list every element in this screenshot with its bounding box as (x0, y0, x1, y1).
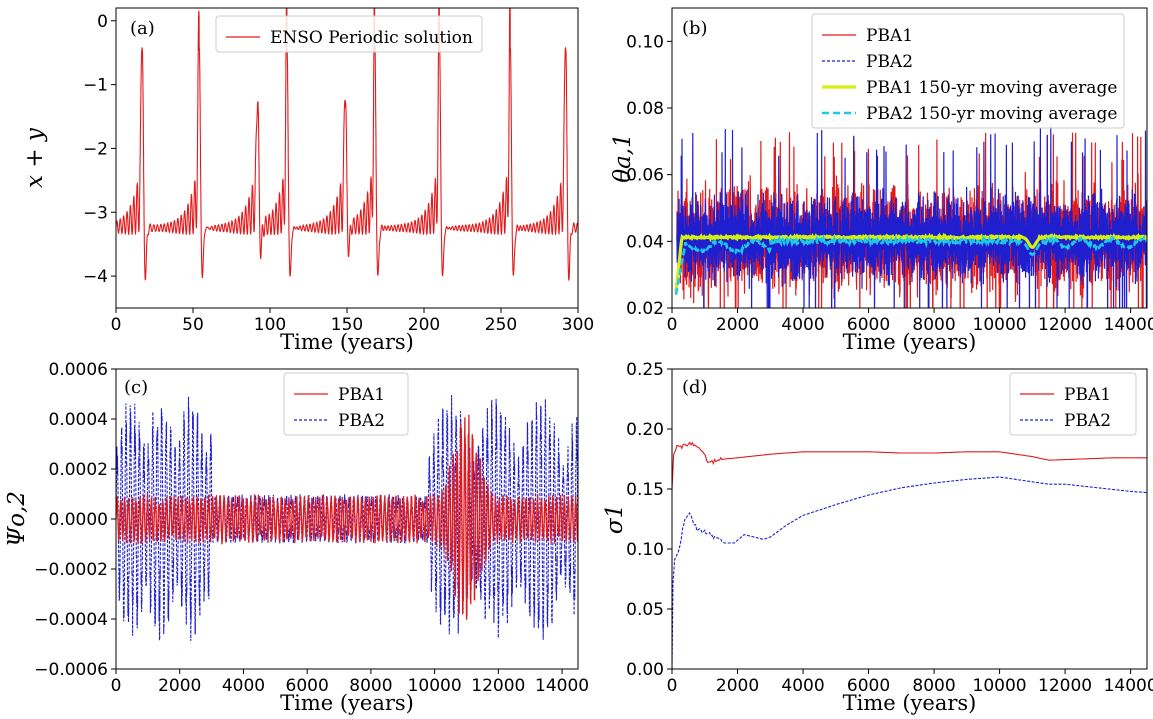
x-axis-label: Time (years) (280, 691, 414, 715)
y-axis-label: θa,1 (610, 133, 636, 183)
y-axis-label: Ψo,2 (4, 491, 30, 547)
y-tick-label: 0.0002 (49, 460, 108, 480)
x-tick-label: 10000 (408, 676, 462, 696)
x-tick-label: 6000 (847, 676, 890, 696)
panel-0: 0 50 100 150 200 250 300 −4 −3 −2 −1 0 Time (years) (… (22, 7, 594, 354)
plot-frame (671, 368, 1148, 670)
x-tick-label: 100 (254, 315, 286, 335)
y-tick-label: −0.0006 (34, 660, 108, 680)
y-tick-label: 0.02 (626, 299, 664, 319)
y-tick-label: 0.20 (626, 420, 664, 440)
legend-label: PBA2 150-yr moving average (866, 104, 1117, 124)
plot-area (672, 441, 1147, 669)
x-tick-label: 14000 (1104, 315, 1153, 335)
x-tick-label: 200 (408, 315, 440, 335)
plot-frame (671, 7, 1148, 309)
x-tick-label: 10000 (973, 676, 1027, 696)
y-tick-label: 0.05 (626, 600, 664, 620)
plot-area (116, 8, 578, 281)
x-tick-label: 50 (182, 315, 204, 335)
series-line (674, 233, 1147, 295)
panel-label: (b) (682, 18, 708, 39)
y-tick-label: −1 (83, 76, 108, 96)
panel-1: 0 2000 4000 6000 8000 10000 12000 14000 0.02 0.04… (610, 7, 1153, 354)
x-tick-label: 300 (562, 315, 594, 335)
x-tick-label: 12000 (471, 676, 525, 696)
x-tick-label: 0 (111, 676, 122, 696)
y-tick-label: −3 (83, 203, 108, 223)
x-tick-label: 12000 (1038, 315, 1092, 335)
y-tick-label: 0 (97, 12, 108, 32)
x-tick-label: 2000 (716, 315, 759, 335)
legend-box (811, 13, 1125, 129)
y-tick-label: 0.25 (626, 360, 664, 380)
x-tick-label: 250 (485, 315, 517, 335)
legend-label: PBA2 (1064, 411, 1111, 431)
legend-box (215, 15, 483, 53)
y-axis-label: σ1 (602, 504, 628, 534)
legend-label: PBA2 (866, 52, 913, 72)
series-line (676, 125, 1147, 308)
x-tick-label: 6000 (286, 676, 329, 696)
x-tick-label: 8000 (912, 676, 955, 696)
legend-label: PBA1 150-yr moving average (866, 78, 1117, 98)
x-tick-label: 8000 (349, 676, 392, 696)
x-tick-label: 14000 (1104, 676, 1153, 696)
plot-area (116, 395, 578, 641)
y-tick-label: 0.04 (626, 232, 664, 252)
x-tick-label: 2000 (158, 676, 201, 696)
series-line (672, 476, 1147, 669)
x-tick-label: 2000 (716, 676, 759, 696)
x-axis-label: Time (years) (843, 330, 977, 354)
x-tick-label: 0 (667, 676, 678, 696)
x-tick-label: 10000 (973, 315, 1027, 335)
series-line (116, 8, 578, 281)
y-tick-label: 0.00 (626, 660, 664, 680)
y-tick-label: −4 (83, 267, 108, 287)
y-tick-label: 0.0004 (49, 410, 108, 430)
series-line (672, 441, 1147, 490)
panel-3: 0 2000 4000 6000 8000 10000 12000 14000 0.00 0.05… (602, 360, 1153, 715)
plot-frame (115, 368, 579, 670)
x-tick-label: 8000 (912, 315, 955, 335)
x-tick-label: 12000 (1038, 676, 1092, 696)
legend-label: ENSO Periodic solution (270, 28, 473, 48)
x-tick-label: 4000 (222, 676, 265, 696)
legend-label: PBA2 (338, 411, 385, 431)
plot-frame (115, 7, 579, 309)
x-tick-label: 4000 (781, 315, 824, 335)
plot-area (674, 125, 1147, 308)
legend-label: PBA1 (338, 385, 385, 405)
panel-label: (c) (124, 377, 148, 398)
x-tick-label: 6000 (847, 315, 890, 335)
y-axis-label: x + y (22, 127, 48, 188)
series-line (116, 414, 578, 620)
panel-2: 0 2000 4000 6000 8000 10000 12000 14000 −0.0006 −… (4, 360, 589, 715)
panel-label: (a) (130, 18, 155, 39)
y-tick-label: 0.08 (626, 99, 664, 119)
x-tick-label: 14000 (535, 676, 589, 696)
panel-label: (d) (682, 377, 708, 398)
y-tick-label: −0.0002 (34, 560, 108, 580)
x-tick-label: 0 (111, 315, 122, 335)
y-tick-label: 0.0000 (49, 510, 108, 530)
x-tick-label: 0 (667, 315, 678, 335)
legend-label: PBA1 (1064, 385, 1111, 405)
y-tick-label: −0.0004 (34, 610, 108, 630)
y-tick-label: 0.15 (626, 480, 664, 500)
x-axis-label: Time (years) (843, 691, 977, 715)
x-axis-label: Time (years) (280, 330, 414, 354)
y-tick-label: 0.06 (626, 166, 664, 186)
legend-label: PBA1 (866, 26, 913, 46)
series-line (116, 395, 578, 641)
y-tick-label: 0.0006 (49, 360, 108, 380)
y-tick-label: 0.10 (626, 540, 664, 560)
y-tick-label: 0.10 (626, 32, 664, 52)
y-tick-label: −2 (83, 139, 108, 159)
x-tick-label: 150 (331, 315, 363, 335)
x-tick-label: 4000 (781, 676, 824, 696)
series-line (674, 232, 1147, 292)
